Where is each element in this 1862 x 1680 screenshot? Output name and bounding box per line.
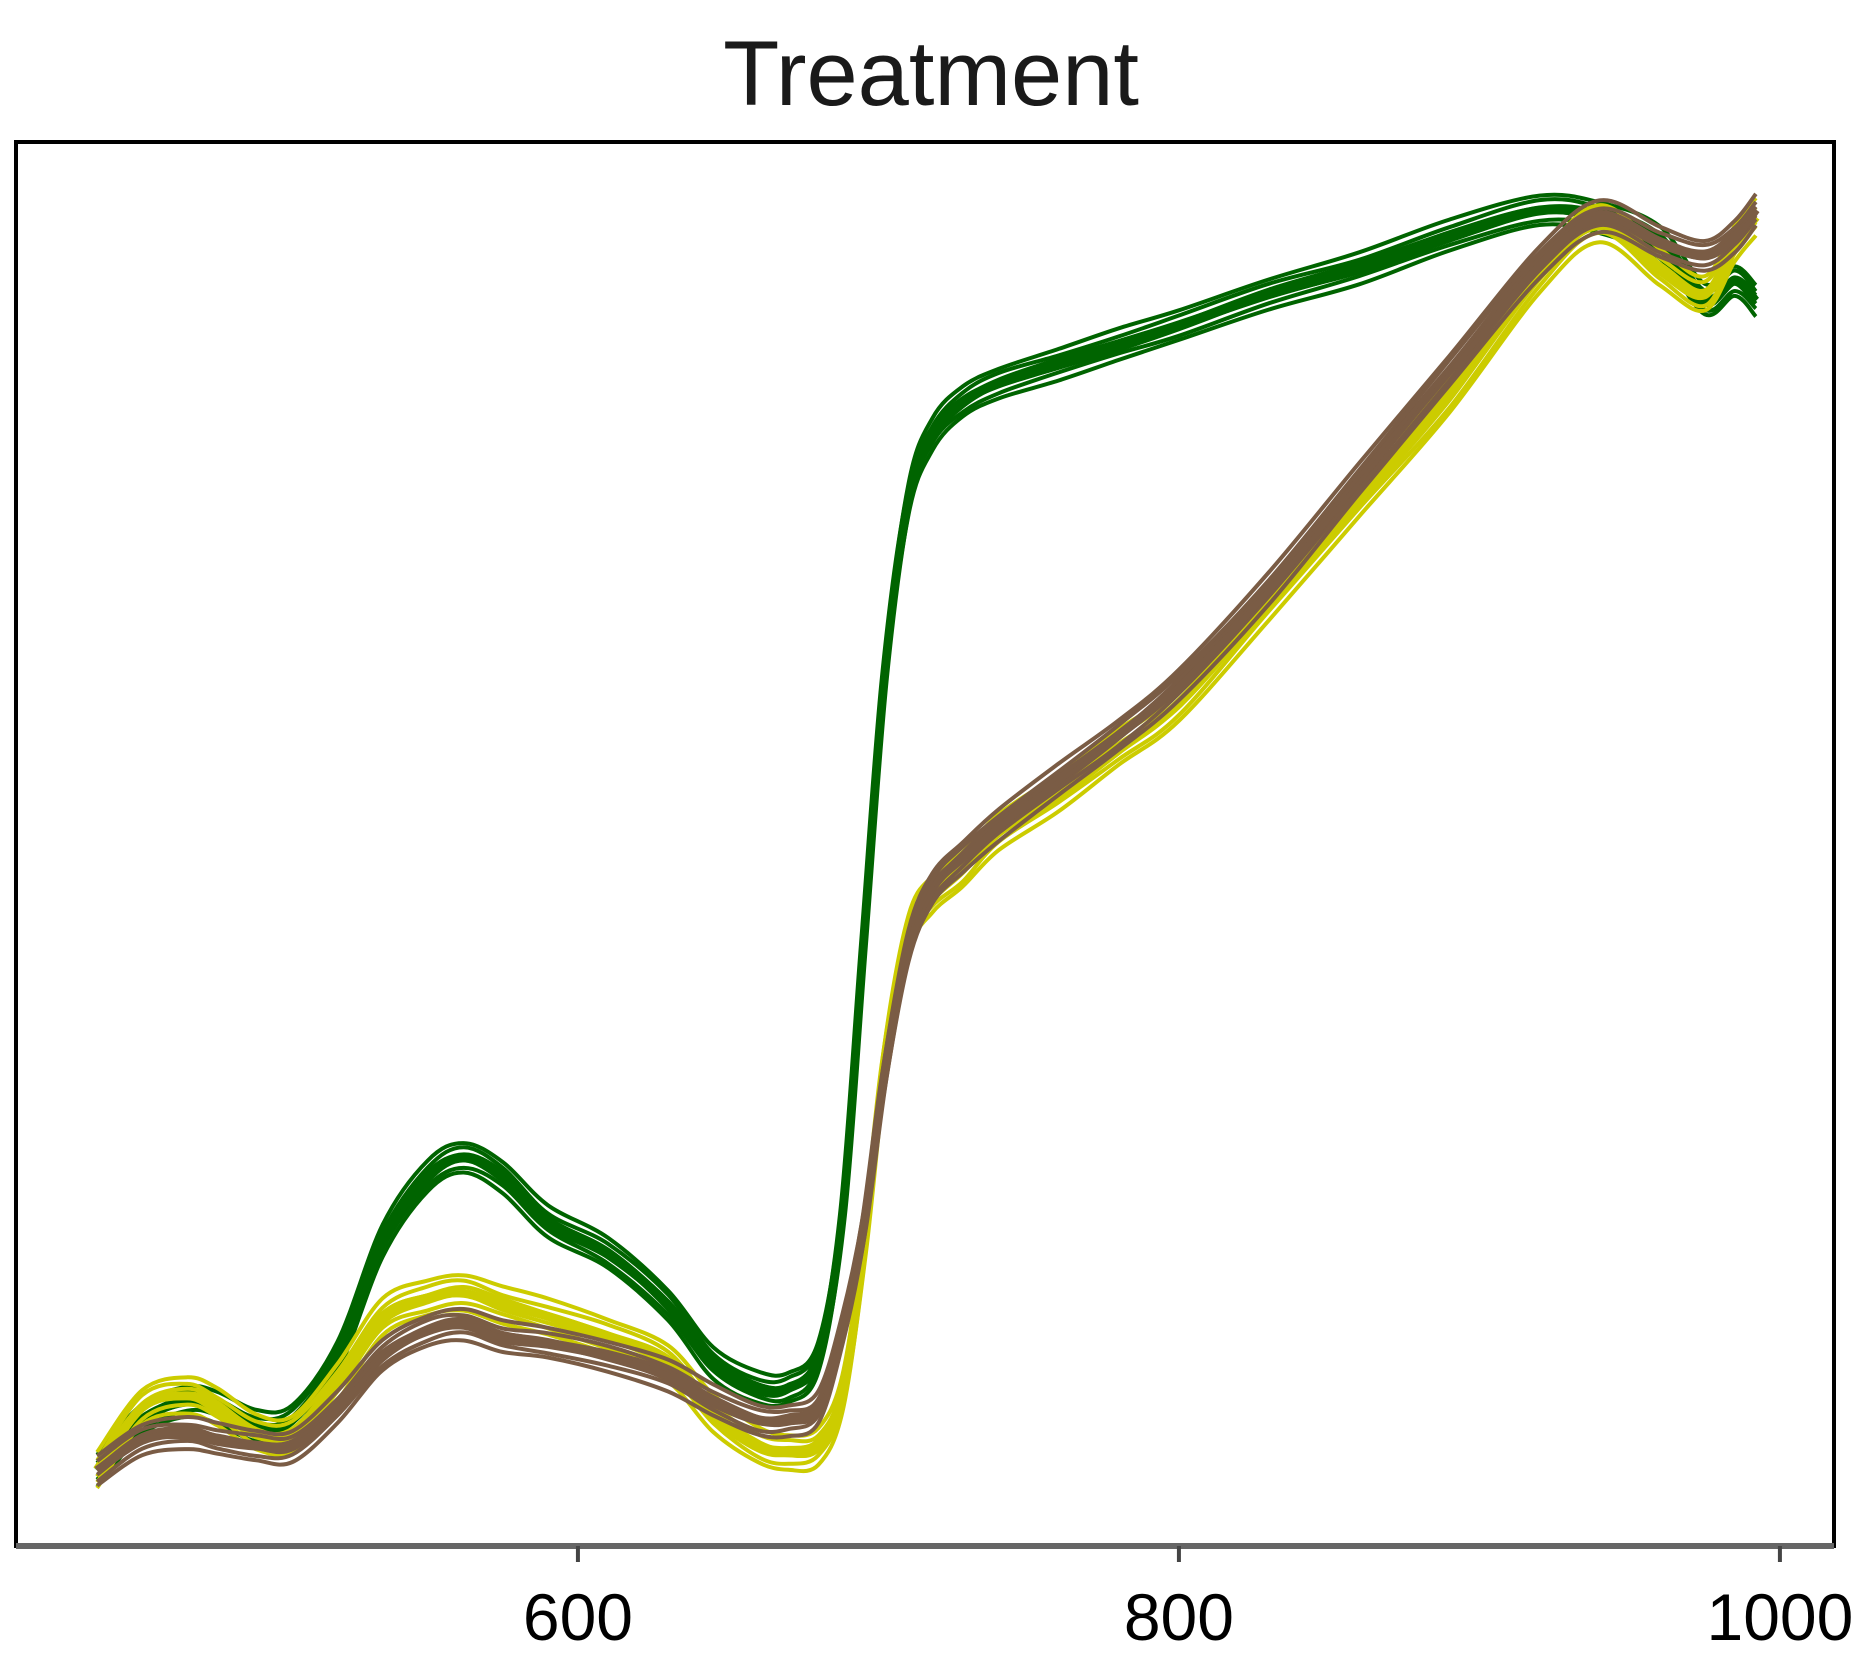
- series-3-line: [95, 205, 1758, 1471]
- x-tick-label: 800: [1124, 1580, 1234, 1654]
- series-3-band: [94, 192, 1760, 1488]
- chart-title: Treatment: [723, 23, 1139, 125]
- series-2-line: [95, 196, 1758, 1454]
- x-tick-label: 600: [523, 1580, 633, 1654]
- series-3-line: [94, 206, 1760, 1475]
- series-1-line: [95, 197, 1758, 1465]
- series-3-line: [95, 224, 1758, 1488]
- series-2-band: [93, 196, 1760, 1490]
- x-tick-label: 1000: [1706, 1580, 1853, 1654]
- series-2-line: [95, 206, 1758, 1462]
- series-2-line: [93, 213, 1760, 1473]
- series-1-line: [95, 222, 1758, 1488]
- series-3-line: [95, 217, 1758, 1484]
- plot-frame: [14, 140, 1836, 1548]
- series-1-line: [95, 204, 1758, 1469]
- series-3-line: [95, 214, 1758, 1477]
- series-3-line: [95, 200, 1758, 1463]
- series-1-line: [95, 210, 1758, 1478]
- series-1-line: [95, 192, 1758, 1457]
- series-2-line: [95, 220, 1758, 1478]
- series-1-line: [95, 217, 1758, 1481]
- x-axis-ticks: 600 800 1000: [523, 1546, 1853, 1654]
- series-layer: [93, 192, 1760, 1490]
- series-3-line: [95, 192, 1758, 1458]
- series-2-line: [95, 234, 1758, 1490]
- series-1-line: [93, 205, 1760, 1474]
- series-2-line: [95, 224, 1758, 1484]
- series-1-band: [93, 192, 1760, 1488]
- series-2-line: [95, 210, 1758, 1469]
